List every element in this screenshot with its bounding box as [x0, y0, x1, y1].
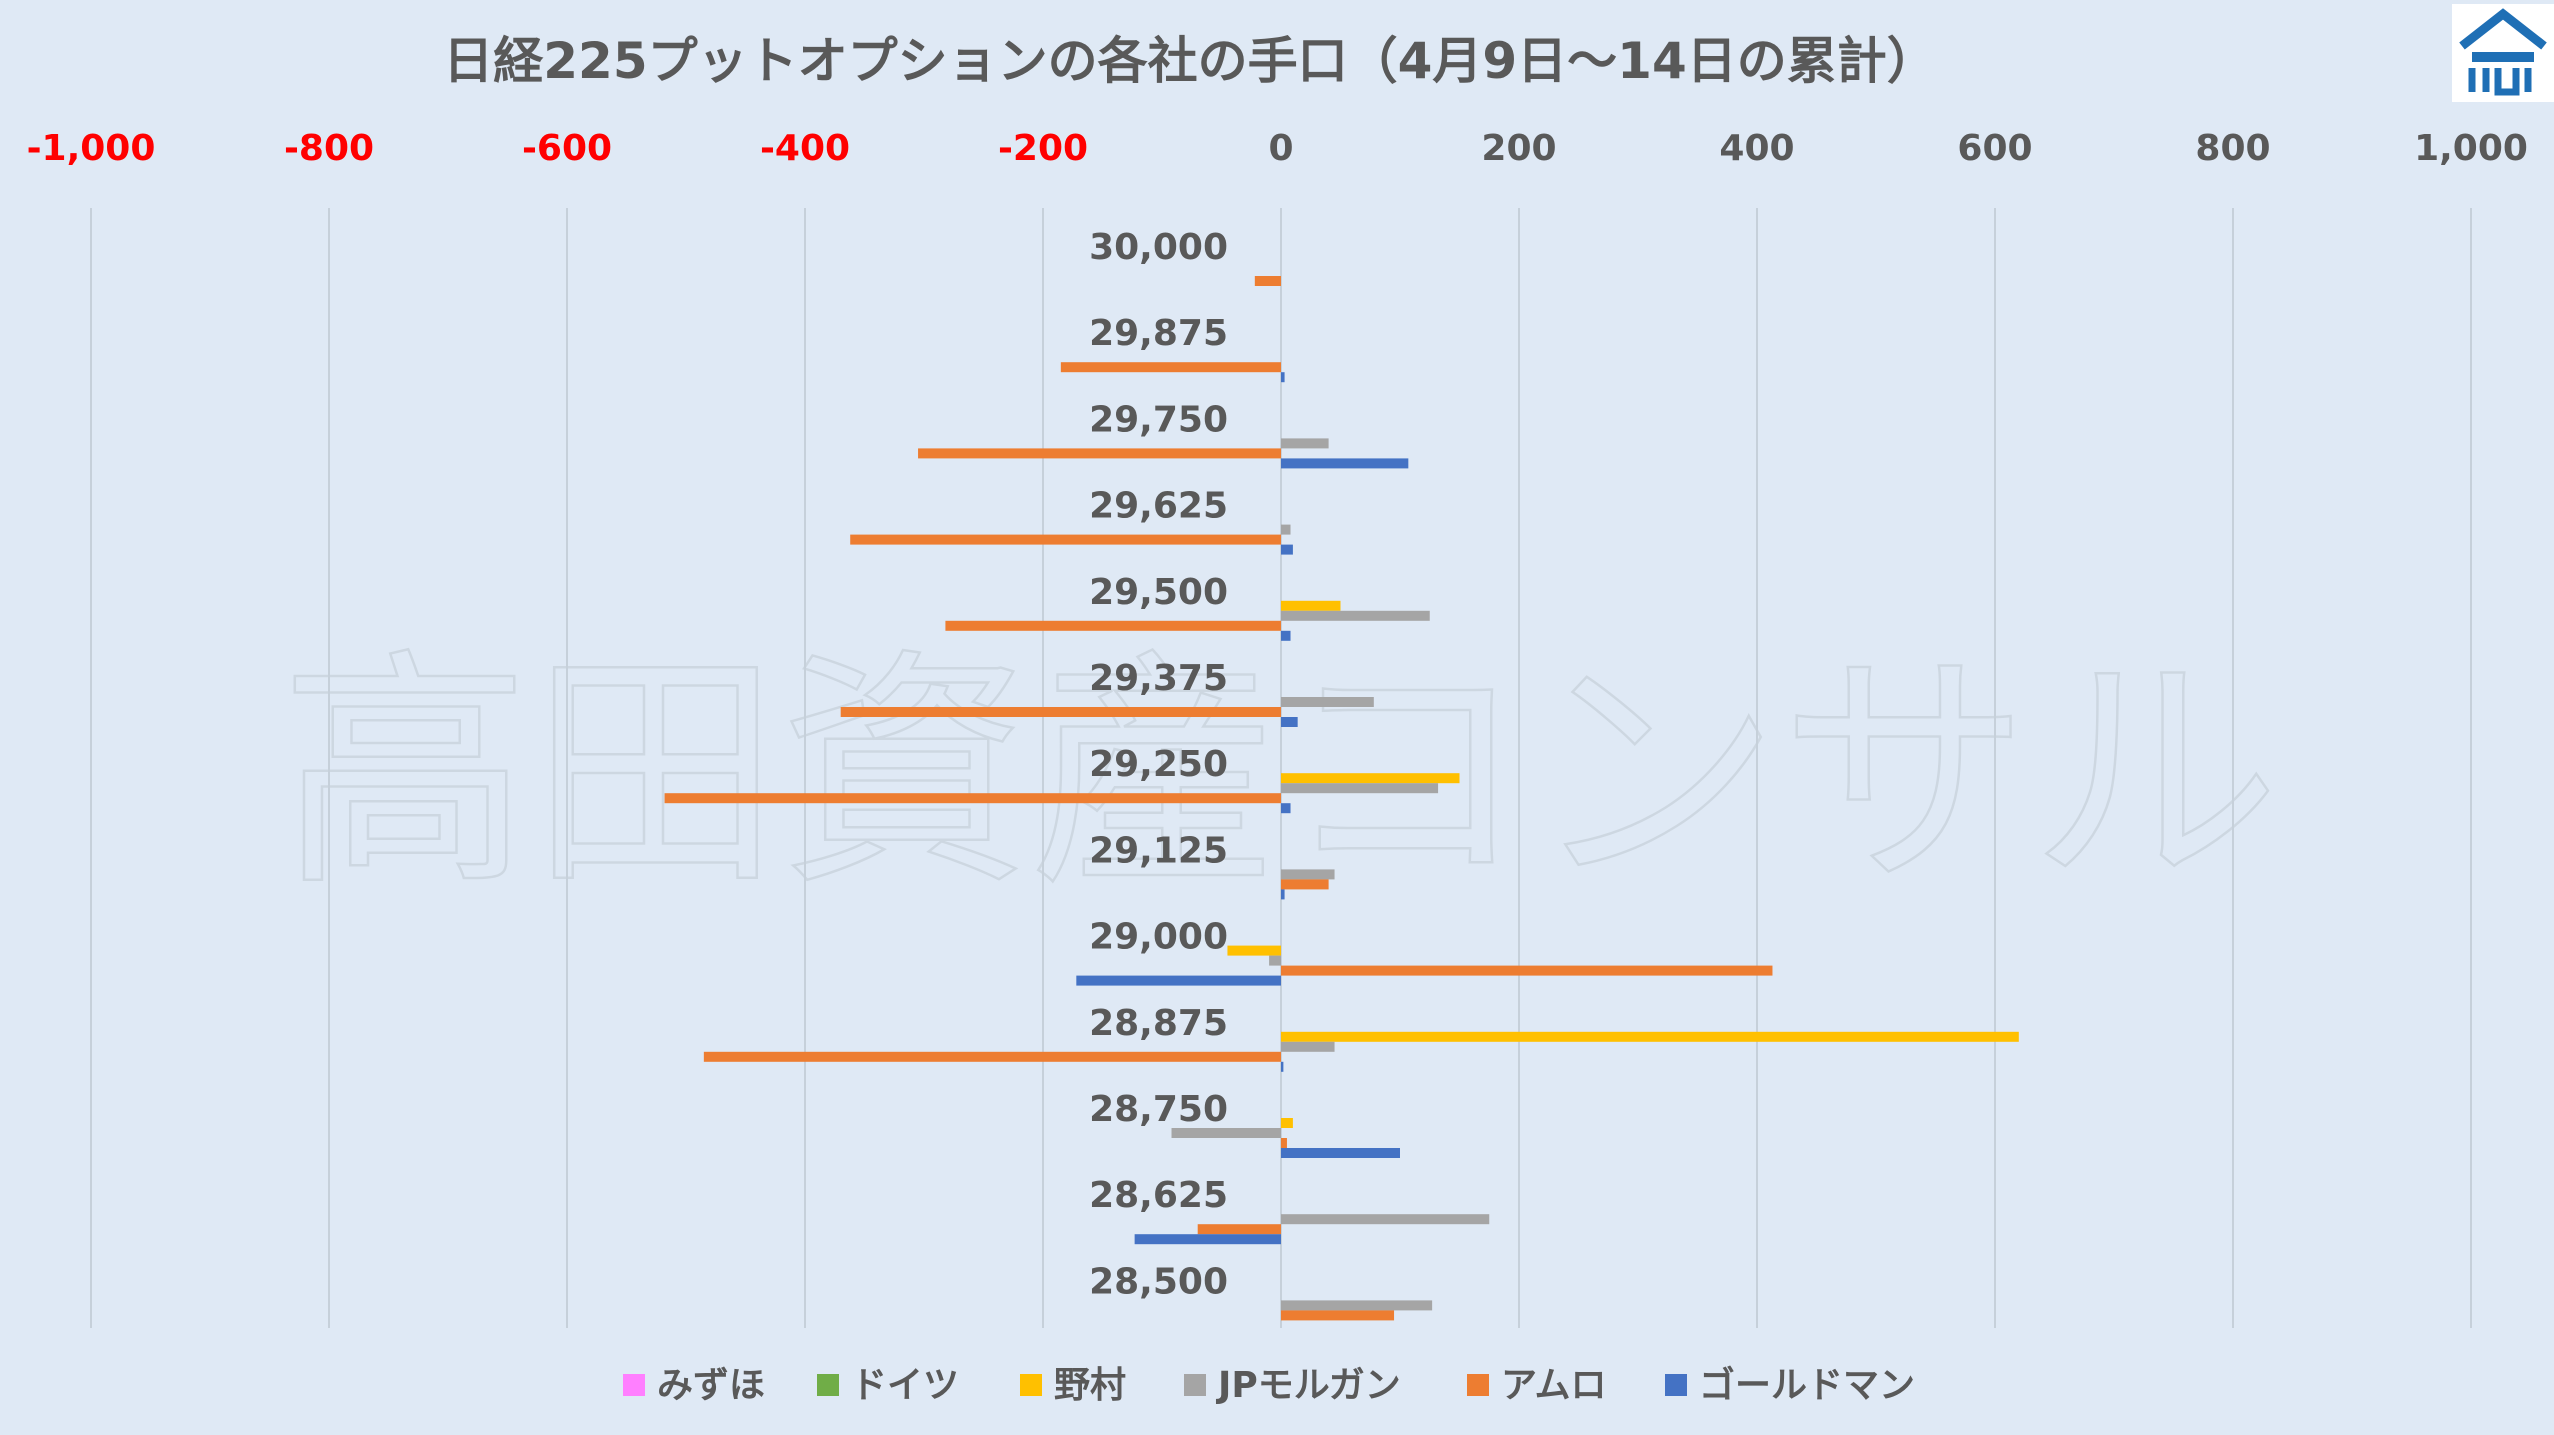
x-tick-label: -800 — [284, 128, 374, 169]
bar — [1281, 372, 1285, 383]
chart-title: 日経225プットオプションの各社の手口（4月9日～14日の累計） — [443, 32, 1937, 90]
x-tick-label: 1,000 — [2414, 128, 2528, 169]
category-label: 29,250 — [1089, 744, 1228, 785]
value-axis-labels: -1,000 -800 -600 -400 -200 0 200 400 600 800 1,000 — [27, 128, 2528, 169]
bar — [1281, 1300, 1433, 1311]
bar — [1281, 600, 1341, 611]
legend-swatch — [1665, 1374, 1687, 1396]
x-tick-label: -400 — [760, 128, 850, 169]
x-tick-label: 400 — [1719, 128, 1794, 169]
bar — [1281, 869, 1335, 880]
legend-label: アムロ — [1501, 1365, 1606, 1406]
bar — [1281, 965, 1773, 976]
bar — [1281, 544, 1293, 555]
bar — [1076, 975, 1281, 986]
category-labels: 30,000 29,875 29,750 29,625 29,500 29,375 29,2… — [1089, 227, 1228, 1302]
category-label: 28,625 — [1089, 1175, 1228, 1216]
category-label: 30,000 — [1089, 227, 1228, 268]
bar — [1281, 879, 1329, 890]
bar — [1060, 362, 1281, 373]
x-tick-label: -600 — [522, 128, 612, 169]
category-label: 29,000 — [1089, 917, 1228, 958]
category-label: 29,625 — [1089, 486, 1228, 527]
legend-label: ドイツ — [851, 1365, 959, 1406]
bar — [1281, 1138, 1287, 1148]
bar — [1281, 1031, 2019, 1042]
bar — [1281, 1148, 1400, 1158]
bar — [1281, 803, 1291, 814]
category-label: 28,750 — [1089, 1089, 1228, 1130]
category-label: 29,750 — [1089, 399, 1228, 440]
x-tick-label: -1,000 — [27, 128, 156, 169]
legend-swatch — [817, 1374, 839, 1396]
x-tick-label: 600 — [1957, 128, 2032, 169]
x-tick-label: 800 — [2195, 128, 2270, 169]
x-tick-label: -200 — [998, 128, 1088, 169]
bar — [1134, 1234, 1281, 1245]
bar — [1281, 610, 1430, 621]
legend-label: みずほ — [657, 1365, 765, 1406]
bar — [1281, 1214, 1490, 1225]
bar — [1281, 1310, 1395, 1321]
bar — [1281, 773, 1460, 784]
bar — [1227, 945, 1281, 956]
bar — [945, 620, 1281, 631]
takata-house-logo-icon — [2452, 4, 2554, 102]
bar — [1281, 458, 1409, 469]
category-label: 29,875 — [1089, 313, 1228, 354]
bar — [1269, 955, 1281, 966]
bar — [1281, 438, 1329, 449]
bar — [1281, 717, 1298, 727]
bar — [850, 534, 1281, 545]
bar — [703, 1051, 1281, 1062]
legend-label: 野村 — [1054, 1365, 1126, 1406]
category-label: 29,375 — [1089, 658, 1228, 699]
bar — [1281, 524, 1291, 535]
bar — [1281, 1041, 1335, 1052]
bar — [1281, 889, 1285, 900]
bar — [1281, 630, 1291, 641]
x-tick-label: 200 — [1481, 128, 1556, 169]
bar — [1281, 697, 1374, 707]
bar — [1281, 783, 1439, 794]
bar — [664, 793, 1281, 804]
bar — [1281, 1061, 1284, 1072]
x-tick-label: 0 — [1268, 128, 1293, 169]
legend-swatch — [623, 1374, 645, 1396]
legend-swatch — [1184, 1374, 1206, 1396]
category-label: 29,125 — [1089, 830, 1228, 871]
legend-swatch — [1020, 1374, 1042, 1396]
legend-swatch — [1467, 1374, 1489, 1396]
category-label: 28,500 — [1089, 1261, 1228, 1302]
category-label: 29,500 — [1089, 572, 1228, 613]
bar — [1197, 1224, 1281, 1235]
bar — [840, 707, 1281, 717]
bar — [918, 448, 1281, 459]
bar — [1281, 1118, 1293, 1128]
category-label: 28,875 — [1089, 1003, 1228, 1044]
bar — [1171, 1128, 1281, 1138]
legend-label: ゴールドマン — [1699, 1364, 1915, 1406]
gridlines — [90, 208, 2472, 1328]
bar — [1254, 276, 1281, 286]
legend-label: JPモルガン — [1215, 1365, 1401, 1406]
legend: みずほ ドイツ 野村 JPモルガン アムロ ゴールドマン — [623, 1364, 1915, 1406]
bars — [664, 276, 2019, 1321]
